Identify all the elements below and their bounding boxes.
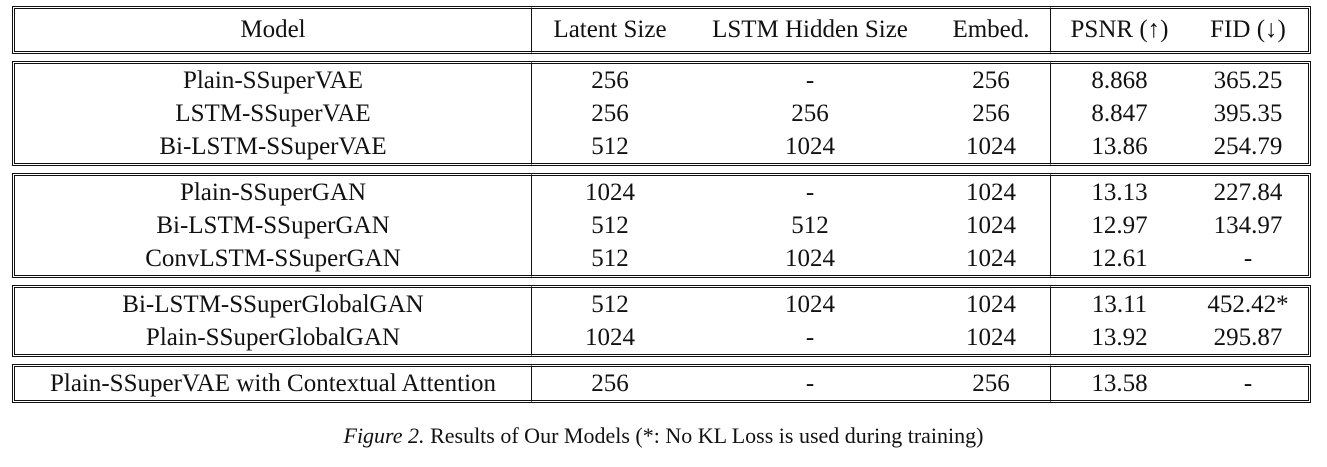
cell-lstm-hidden-size: 512: [791, 211, 829, 239]
cell-fid: 452.42*: [1188, 285, 1311, 321]
cell-latent-size: 512: [531, 209, 688, 242]
group-separator: [12, 54, 1311, 61]
cell-psnr: 8.868: [1050, 61, 1188, 97]
cell-lstm-hidden-size: 1024: [688, 130, 932, 166]
group-separator: [12, 357, 1311, 364]
cell-fid: -: [1188, 242, 1311, 278]
group-separator-cell: [12, 278, 1311, 285]
cell-fid: 134.97: [1188, 209, 1311, 242]
cell-psnr: 13.86: [1050, 130, 1188, 166]
cell-fid: 254.79: [1188, 130, 1311, 166]
cell-latent-size: 1024: [531, 321, 688, 357]
cell-fid: 395.35: [1188, 97, 1311, 130]
cell-model: Bi-LSTM-SSuperGlobalGAN: [12, 285, 531, 321]
cell-psnr: 13.11: [1050, 285, 1188, 321]
group-separator: [12, 278, 1311, 285]
cell-psnr: 8.847: [1050, 97, 1188, 130]
cell-embed: 1024: [932, 285, 1050, 321]
cell-lstm-hidden-size: -: [688, 61, 932, 97]
cell-model: Plain-SSuperGlobalGAN: [12, 321, 531, 357]
header-latent-size: Latent Size: [531, 6, 688, 54]
cell-embed: 1024: [932, 321, 1050, 357]
caption-text: Results of Our Models (*: No KL Loss is …: [430, 423, 984, 448]
header-psnr: PSNR (↑): [1050, 6, 1188, 54]
group-separator-cell: [12, 357, 1311, 364]
group-separator-cell: [12, 54, 1311, 61]
cell-fid: 365.25: [1188, 61, 1311, 97]
cell-model: Bi-LSTM-SSuperGAN: [12, 209, 531, 242]
cell-embed: 256: [972, 99, 1010, 127]
table-row: Bi-LSTM-SSuperGAN 512 512 1024 12.97 134.97: [12, 209, 1311, 242]
cell-fid: 295.87: [1188, 321, 1311, 357]
table-row: Plain-SSuperGAN 1024-1024 13.13 227.84: [12, 173, 1311, 209]
table-row: Bi-LSTM-SSuperVAE 512 1024 1024 13.86 254.79: [12, 130, 1311, 166]
header-embed: Embed.: [932, 6, 1050, 54]
cell-fid: -: [1188, 364, 1311, 403]
cell-lstm-hidden-size: 1024: [688, 285, 932, 321]
table-row: Plain-SSuperVAE 256-256 8.868 365.25: [12, 61, 1311, 97]
table-row: Plain-SSuperVAE with Contextual Attentio…: [12, 364, 1311, 403]
cell-lstm-hidden-size: 256: [791, 99, 829, 127]
cell-fid: 227.84: [1188, 173, 1311, 209]
cell-psnr: 13.13: [1050, 173, 1188, 209]
cell-psnr: 13.58: [1050, 364, 1188, 403]
group-separator-cell: [12, 166, 1311, 173]
cell-embed: 1024: [932, 242, 1050, 278]
header-fid: FID (↓): [1188, 6, 1311, 54]
cell-embed: 1024: [932, 130, 1050, 166]
cell-embed: 1024: [966, 211, 1016, 239]
cell-model: LSTM-SSuperVAE: [12, 97, 531, 130]
results-table: Model Latent Size LSTM Hidden Size Embed. PS…: [12, 6, 1311, 403]
cell-model: Bi-LSTM-SSuperVAE: [12, 130, 531, 166]
cell-latent-size: 256: [531, 61, 688, 97]
header-model: Model: [12, 6, 531, 54]
cell-lstm-hidden-size: -: [688, 364, 932, 403]
cell-embed: 256: [932, 364, 1050, 403]
cell-latent-size: 256: [531, 97, 688, 130]
cell-latent-size: 512: [531, 130, 688, 166]
table-row: Plain-SSuperGlobalGAN 1024-1024 13.92 295.8…: [12, 321, 1311, 357]
cell-lstm-hidden-size: -: [688, 321, 932, 357]
cell-psnr: 12.61: [1050, 242, 1188, 278]
figure-label: Figure 2.: [343, 423, 425, 448]
cell-model: Plain-SSuperGAN: [12, 173, 531, 209]
figure-caption: Figure 2. Results of Our Models (*: No K…: [0, 423, 1327, 449]
cell-model: Plain-SSuperVAE: [12, 61, 531, 97]
cell-latent-size: 256: [531, 364, 688, 403]
group-separator: [12, 166, 1311, 173]
header-lstm-hidden-size: LSTM Hidden Size: [688, 6, 932, 54]
table-row: ConvLSTM-SSuperGAN 512 1024 1024 12.61-: [12, 242, 1311, 278]
table-row: LSTM-SSuperVAE 256 256 256 8.847 395.35: [12, 97, 1311, 130]
cell-psnr: 12.97: [1050, 209, 1188, 242]
cell-embed: 256: [932, 61, 1050, 97]
cell-latent-size: 512: [531, 242, 688, 278]
table-row: Bi-LSTM-SSuperGlobalGAN 512 1024 1024 13.11 4…: [12, 285, 1311, 321]
table-body: Model Latent Size LSTM Hidden Size Embed. PS…: [12, 6, 1311, 403]
cell-embed: 1024: [932, 173, 1050, 209]
cell-lstm-hidden-size: 1024: [688, 242, 932, 278]
header-row: Model Latent Size LSTM Hidden Size Embed. PS…: [12, 6, 1311, 54]
cell-lstm-hidden-size: -: [688, 173, 932, 209]
cell-latent-size: 1024: [531, 173, 688, 209]
cell-psnr: 13.92: [1050, 321, 1188, 357]
cell-model: Plain-SSuperVAE with Contextual Attentio…: [12, 364, 531, 403]
cell-model: ConvLSTM-SSuperGAN: [12, 242, 531, 278]
cell-latent-size: 512: [531, 285, 688, 321]
